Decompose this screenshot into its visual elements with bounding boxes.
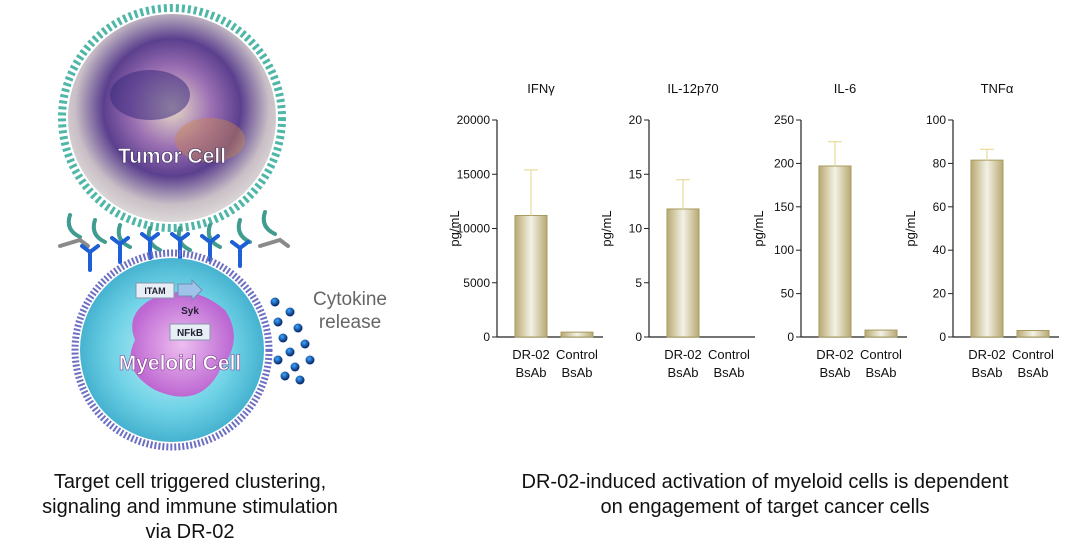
y-tick-label: 60 <box>933 200 947 214</box>
y-axis-label: pg/mL <box>903 210 918 246</box>
cytokine-label-line1: Cytokine <box>313 289 387 310</box>
y-tick-label: 20 <box>933 287 947 301</box>
y-tick-label: 0 <box>787 330 794 344</box>
x-tick-label: BsAb <box>865 365 896 380</box>
x-tick-label: BsAb <box>971 365 1002 380</box>
x-tick-label: DR-02 <box>968 347 1006 362</box>
myeloid-membrane <box>71 249 273 451</box>
il6-chart: IL-6 pg/mL 0 50 100 150 200 250 DR-02 BsAb Control… <box>751 81 907 380</box>
chart-title: TNFα <box>981 81 1014 96</box>
right-caption-line: on engagement of target cancer cells <box>600 496 930 518</box>
nfkb-label: NFkB <box>177 328 203 339</box>
tumor-orange-region <box>175 118 245 162</box>
y-axis-label: pg/mL <box>751 210 766 246</box>
bar <box>1016 329 1050 338</box>
receptor-cluster <box>58 210 290 272</box>
cytokine-dots <box>270 297 315 385</box>
bar <box>818 165 852 338</box>
chart-title: IL-12p70 <box>667 81 718 96</box>
y-tick-label: 40 <box>933 243 947 257</box>
x-tick-label: BsAb <box>1017 365 1048 380</box>
itam-box <box>135 282 175 299</box>
tnfa-chart: TNFα pg/mL 0 20 40 60 80 100 DR-02 BsAb Control BsA… <box>903 81 1059 380</box>
y-tick-label: 15000 <box>457 167 491 181</box>
x-tick-label: BsAb <box>667 365 698 380</box>
itam-label: ITAM <box>144 286 165 296</box>
y-tick-label: 0 <box>635 330 642 344</box>
y-tick-label: 20000 <box>457 113 491 127</box>
y-tick-label: 200 <box>774 156 794 170</box>
chart-title: IL-6 <box>834 81 856 96</box>
right-caption: DR-02-induced activation of myeloid cell… <box>450 470 1080 520</box>
nfkb-box <box>169 323 211 341</box>
myeloid-cell-label: Myeloid Cell <box>119 352 242 375</box>
bar <box>970 159 1004 338</box>
left-caption-line: signaling and immune stimulation <box>42 496 338 518</box>
y-tick-label: 10000 <box>457 222 491 236</box>
syk-label: Syk <box>181 306 199 317</box>
tumor-body <box>68 14 276 222</box>
y-tick-label: 0 <box>939 330 946 344</box>
y-axis-label: pg/mL <box>599 210 614 246</box>
y-tick-label: 250 <box>774 113 794 127</box>
dr02-mechanism-illustration: Tumor Cell ITAM Syk NFkB Myeloid Cell <box>58 4 387 451</box>
chart-title: IFNγ <box>527 81 555 96</box>
bar <box>514 214 548 338</box>
x-tick-label: BsAb <box>515 365 546 380</box>
x-tick-label: Control <box>860 347 902 362</box>
bar <box>864 329 898 338</box>
y-tick-label: 150 <box>774 200 794 214</box>
y-tick-label: 15 <box>629 167 643 181</box>
tumor-dark-region <box>110 70 190 120</box>
x-tick-label: DR-02 <box>816 347 854 362</box>
myeloid-cell: ITAM Syk NFkB Myeloid Cell <box>71 249 273 451</box>
y-tick-label: 0 <box>483 330 490 344</box>
left-caption-line: via DR-02 <box>145 521 235 543</box>
y-axis-label: pg/mL <box>447 210 462 246</box>
x-tick-label: DR-02 <box>512 347 550 362</box>
tumor-membrane <box>58 4 286 232</box>
x-tick-label: BsAb <box>713 365 744 380</box>
x-tick-label: Control <box>708 347 750 362</box>
x-tick-label: BsAb <box>819 365 850 380</box>
x-tick-label: DR-02 <box>664 347 702 362</box>
y-tick-label: 50 <box>781 287 795 301</box>
y-tick-label: 100 <box>926 113 946 127</box>
right-caption-line: DR-02-induced activation of myeloid cell… <box>521 471 1009 493</box>
y-tick-label: 5000 <box>463 276 490 290</box>
y-tick-label: 5 <box>635 276 642 290</box>
y-tick-label: 80 <box>933 156 947 170</box>
myeloid-nucleus <box>130 292 234 397</box>
ifng-chart: IFNγ pg/mL 0 5000 10000 15000 20000 DR-02 BsAb Co… <box>447 81 603 380</box>
y-tick-label: 10 <box>629 222 643 236</box>
x-tick-label: Control <box>1012 347 1054 362</box>
il12p70-chart: IL-12p70 pg/mL 0 5 10 15 20 DR-02 BsAb Control BsA… <box>599 81 755 380</box>
tumor-cell-label: Tumor Cell <box>118 145 226 168</box>
cytokine-label-line2: release <box>319 312 381 333</box>
tumor-cell: Tumor Cell <box>58 4 286 232</box>
left-caption-line: Target cell triggered clustering, <box>53 471 327 493</box>
y-tick-label: 100 <box>774 243 794 257</box>
x-tick-label: BsAb <box>561 365 592 380</box>
bar <box>560 331 594 338</box>
signal-arrow-icon <box>177 278 203 302</box>
left-caption: Target cell triggered clustering, signal… <box>0 470 380 545</box>
bar <box>666 208 700 338</box>
y-tick-label: 20 <box>629 113 643 127</box>
x-tick-label: Control <box>556 347 598 362</box>
